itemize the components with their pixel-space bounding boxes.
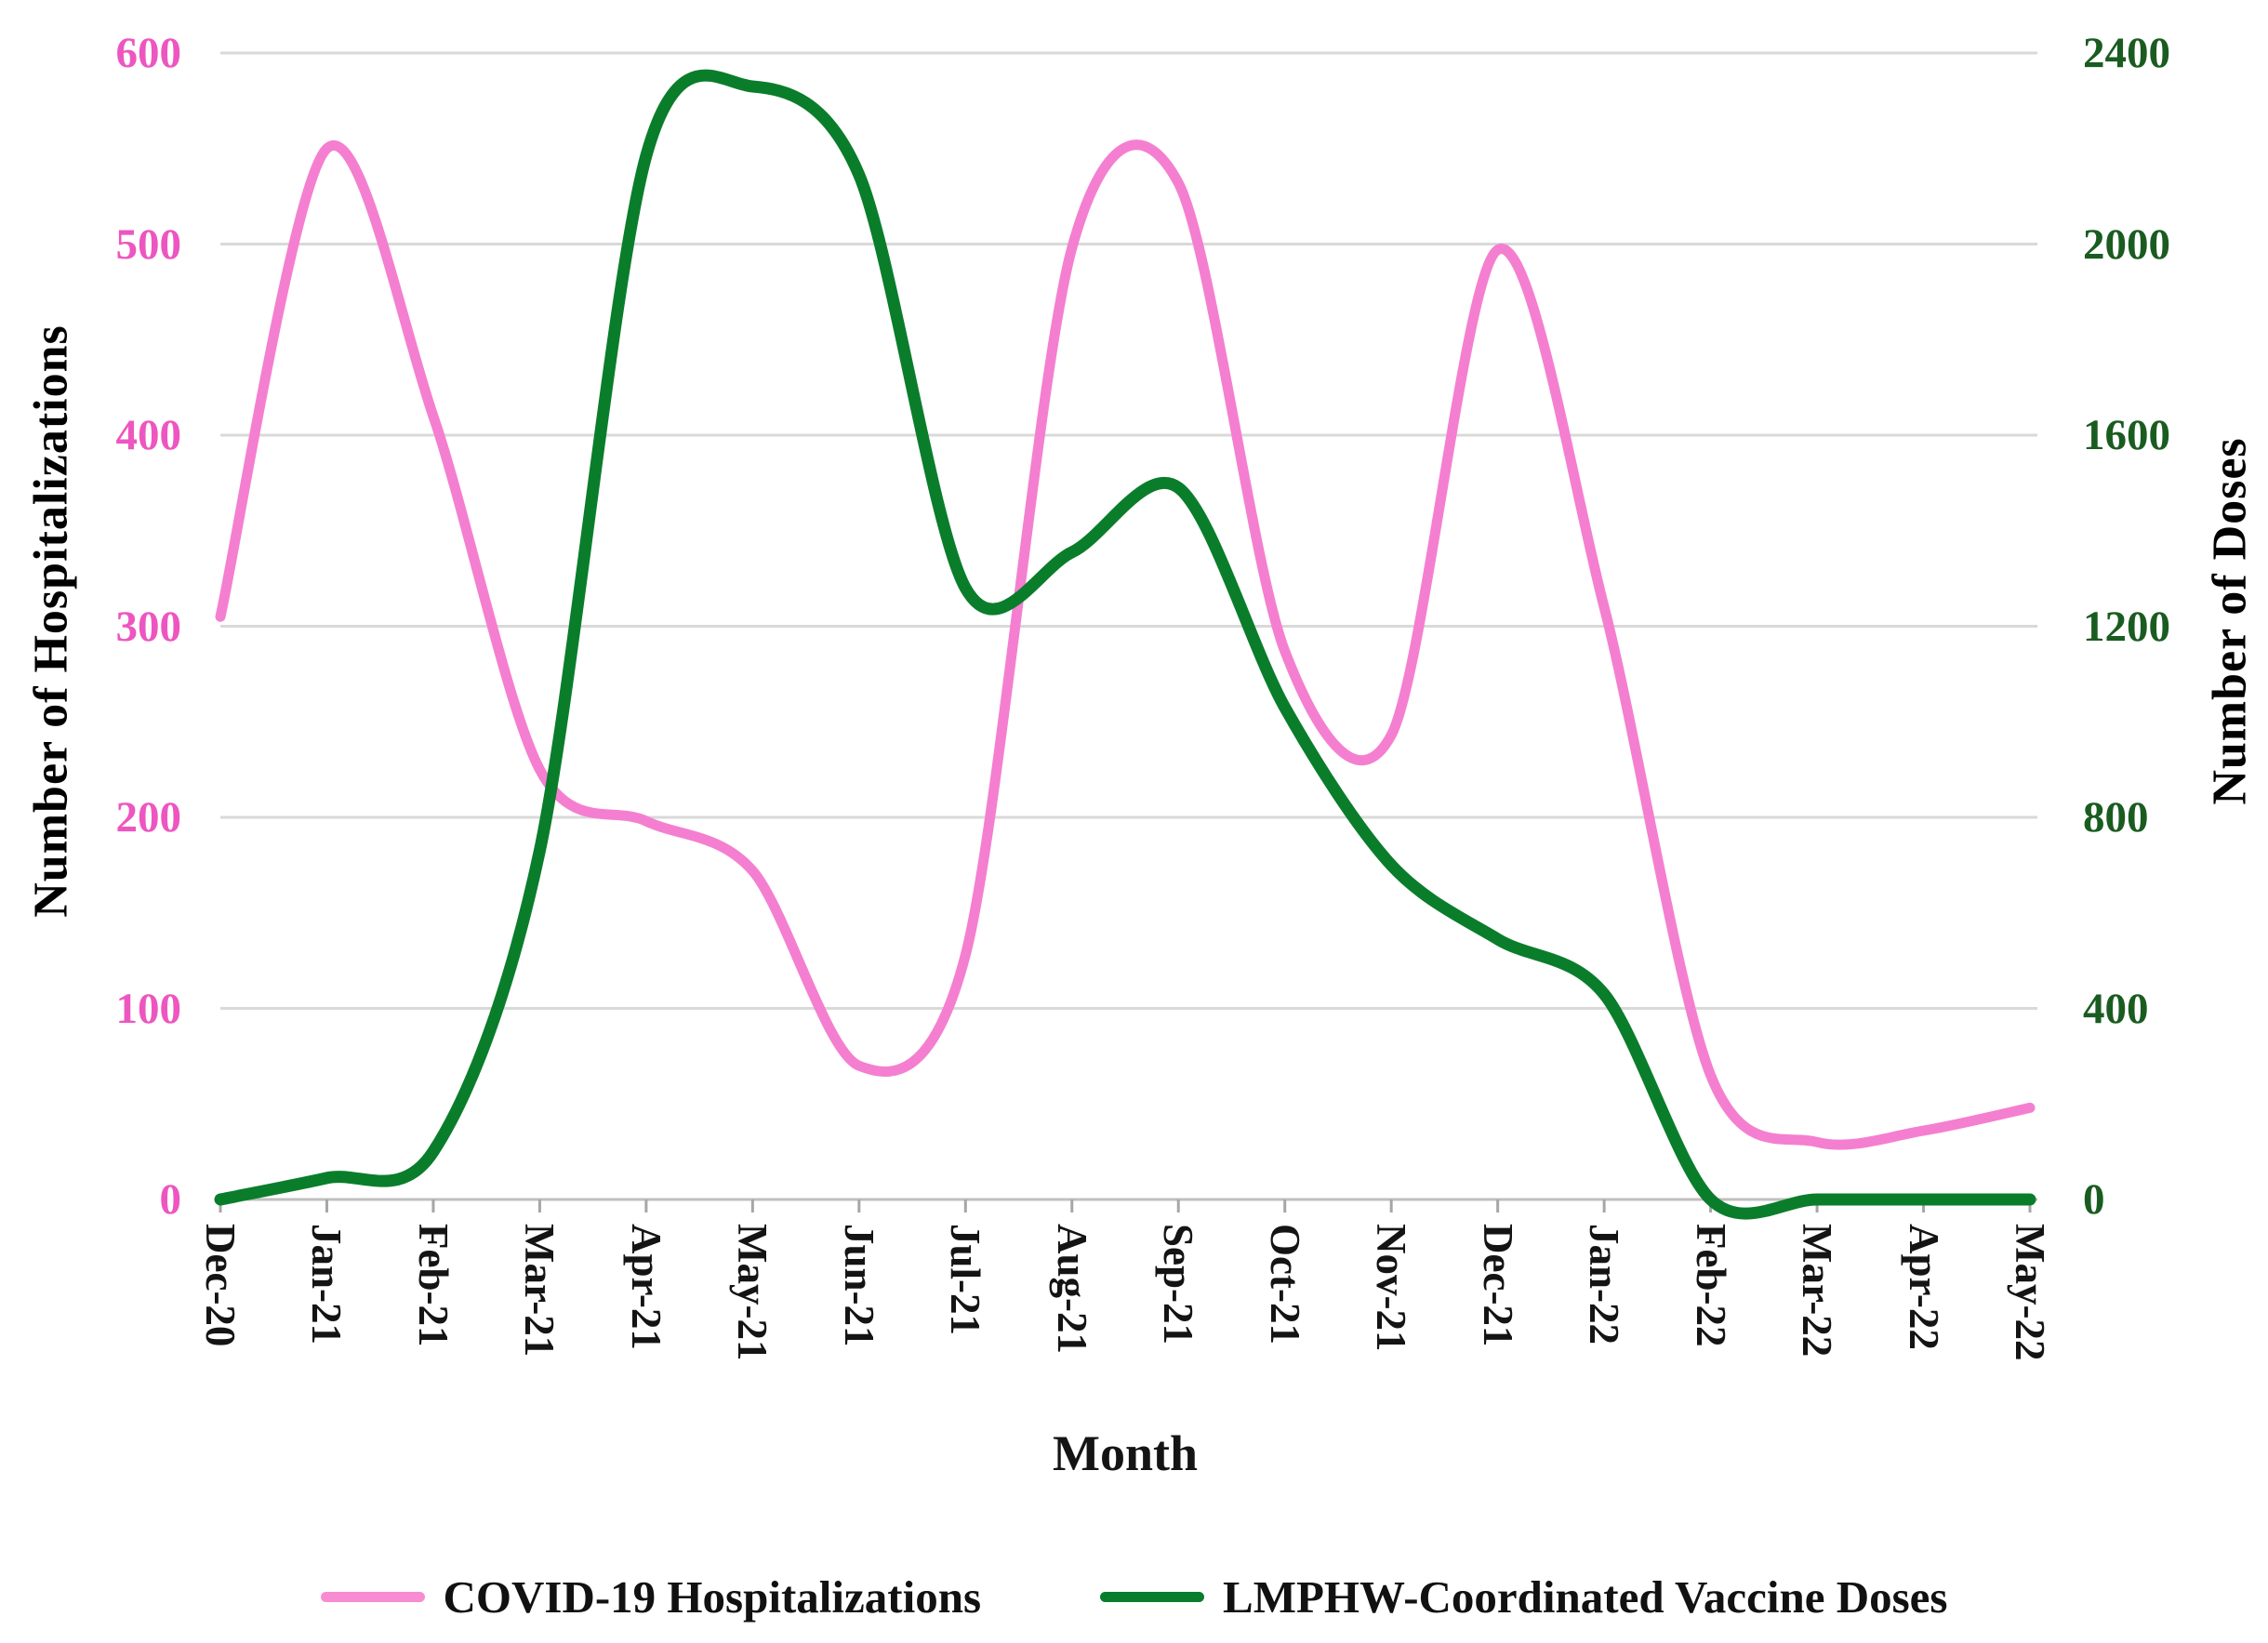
x-axis-tick-label: Feb-21: [409, 1224, 457, 1347]
right-axis-tick-label: 0: [2083, 1175, 2105, 1224]
series-line-hospitalizations: [215, 139, 2036, 1150]
left-axis-tick-label: 200: [115, 793, 182, 841]
x-axis-tick-label: Sep-21: [1155, 1224, 1202, 1345]
x-axis-tick-label: Jun-21: [835, 1224, 882, 1347]
series-line-vaccine-doses: [214, 69, 2036, 1220]
x-axis-tick-label: Apr-22: [1900, 1224, 1947, 1350]
right-axis-tick-label: 400: [2083, 984, 2149, 1033]
x-axis-tick-label: Jan-22: [1581, 1224, 1628, 1345]
left-axis-tick-label: 500: [115, 219, 182, 269]
x-axis-tick-label: Mar-22: [1794, 1224, 1841, 1358]
left-axis-tick-label: 0: [159, 1175, 182, 1224]
legend-item-vaccine-doses: LMPHW-Coordinated Vaccine Doses: [1100, 1570, 1947, 1623]
right-axis-tick-label: 2400: [2083, 29, 2170, 77]
x-axis-tick-label: May-21: [729, 1224, 776, 1361]
x-axis-tick-label: Nov-21: [1368, 1224, 1415, 1352]
left-axis-tick-label: 400: [115, 411, 182, 459]
x-axis-tick-label: Apr-21: [622, 1224, 670, 1350]
legend-item-hospitalizations: COVID-19 Hospitalizations: [320, 1570, 982, 1623]
legend-label: LMPHW-Coordinated Vaccine Doses: [1223, 1570, 1948, 1623]
left-axis-tick-label: 600: [115, 29, 182, 77]
right-axis-tick-label: 1200: [2083, 602, 2170, 651]
right-axis-tick-label: 800: [2083, 793, 2149, 841]
right-axis-tick-label: 1600: [2083, 411, 2170, 459]
x-axis-tick-label: Dec-21: [1474, 1224, 1521, 1347]
chart-legend: COVID-19 Hospitalizations LMPHW-Coordina…: [0, 1555, 2268, 1638]
left-axis-tick-label: 300: [115, 602, 182, 651]
x-axis-tick-label: Dec-20: [197, 1224, 244, 1347]
left-axis-tick-label: 100: [115, 984, 182, 1033]
x-axis-tick-label: Feb-22: [1687, 1224, 1734, 1347]
green-line-swatch-icon: [1100, 1591, 1205, 1602]
x-axis-title: Month: [1052, 1425, 1198, 1481]
x-axis-tick-label: Mar-21: [516, 1224, 564, 1358]
legend-label: COVID-19 Hospitalizations: [443, 1570, 982, 1623]
x-axis-tick-label: Jul-21: [942, 1224, 989, 1336]
x-axis-tick-label: May-22: [2007, 1224, 2053, 1361]
right-axis-tick-label: 2000: [2083, 219, 2170, 269]
x-axis-tick-label: Jan-21: [303, 1224, 351, 1345]
pink-line-swatch-icon: [320, 1591, 425, 1602]
x-axis-tick-label: Oct-21: [1261, 1224, 1308, 1345]
x-axis-tick-label: Aug-21: [1048, 1224, 1095, 1355]
